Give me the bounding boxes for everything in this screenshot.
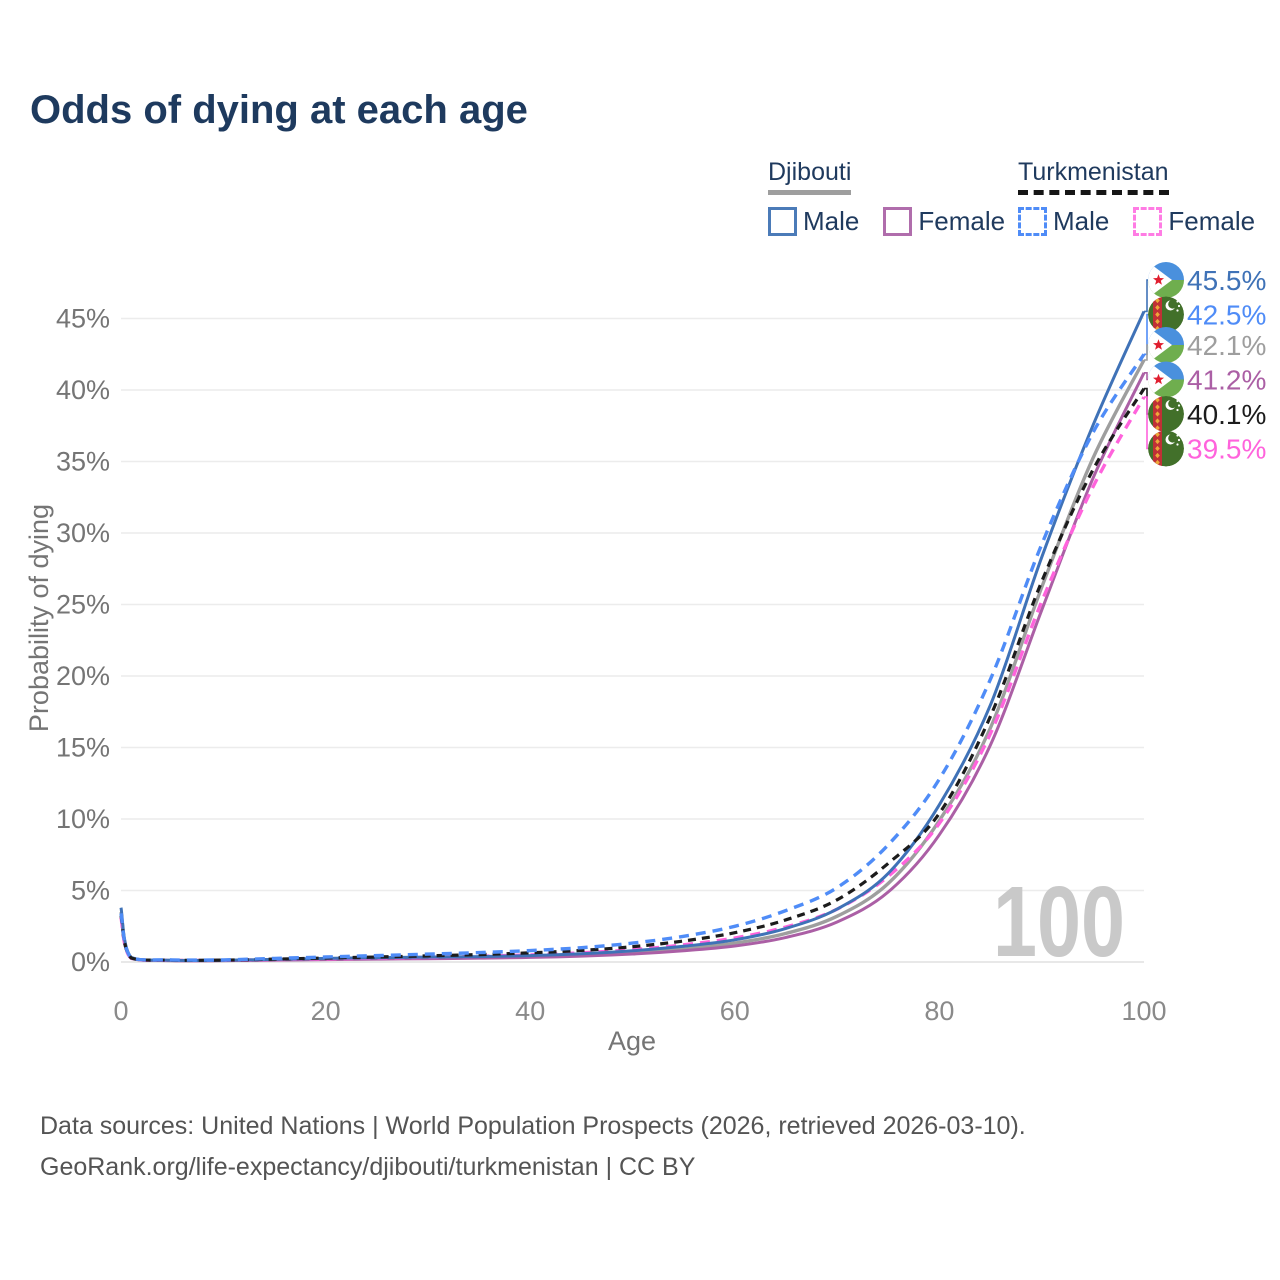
y-tick-label: 25% bbox=[56, 590, 110, 620]
end-label-connector bbox=[1144, 372, 1148, 381]
grid-layer: 0% 5% 10% 15% 20% 25% 30% 35% 40% 45% 0 20 40 60 80 100 bbox=[56, 304, 1167, 1027]
series-end-label-layer: 45.5% 42.5%42.1% 41.2%40.1% 39.5% bbox=[1144, 262, 1266, 467]
flag-icon-turkmenistan bbox=[1148, 430, 1184, 467]
series-end-label-djibouti-female: 41.2% bbox=[1187, 365, 1266, 396]
y-tick-label: 45% bbox=[56, 304, 110, 334]
legend-swatch-djibouti-female-icon bbox=[883, 207, 913, 236]
legend-item-turkmenistan-female[interactable]: Female bbox=[1133, 206, 1255, 237]
flag-icon-turkmenistan bbox=[1148, 296, 1184, 333]
legend-label-turkmenistan-male: Male bbox=[1053, 206, 1110, 236]
data-source-text: Data sources: United Nations | World Pop… bbox=[40, 1112, 1026, 1140]
x-tick-label: 0 bbox=[113, 996, 128, 1026]
legend-swatch-djibouti-male-icon bbox=[768, 207, 797, 236]
y-tick-label: 35% bbox=[56, 447, 110, 477]
series-line-turkmenistan-male[interactable] bbox=[119, 353, 1146, 962]
y-tick-label: 20% bbox=[56, 661, 110, 691]
legend-group-turkmenistan: Turkmenistan Male Female bbox=[1018, 158, 1255, 237]
y-tick-label: 5% bbox=[71, 876, 110, 906]
x-tick-label: 40 bbox=[515, 996, 545, 1026]
flag-icon-djibouti bbox=[1148, 262, 1184, 298]
x-tick-label: 80 bbox=[924, 996, 954, 1026]
y-tick-label: 0% bbox=[71, 947, 110, 977]
legend-country-turkmenistan[interactable]: Turkmenistan bbox=[1018, 158, 1169, 195]
legend-item-djibouti-male[interactable]: Male bbox=[768, 206, 859, 237]
flag-icon-djibouti bbox=[1148, 327, 1184, 363]
legend-country-djibouti[interactable]: Djibouti bbox=[768, 158, 852, 195]
series-end-label-djibouti-both: 42.1% bbox=[1187, 330, 1266, 361]
chart-legend: Djibouti Male Female Turkmenistan Male bbox=[0, 158, 1280, 248]
series-end-label-turkmenistan-female: 39.5% bbox=[1187, 434, 1266, 465]
legend-item-turkmenistan-male[interactable]: Male bbox=[1018, 206, 1109, 237]
legend-label-djibouti-male: Male bbox=[803, 206, 860, 236]
y-tick-label: 40% bbox=[56, 375, 110, 405]
legend-label-turkmenistan-female: Female bbox=[1168, 206, 1256, 236]
y-tick-label: 10% bbox=[56, 804, 110, 834]
series-line-turkmenistan-both[interactable] bbox=[119, 387, 1146, 962]
x-axis-title: Age bbox=[608, 1026, 656, 1056]
end-label-connector bbox=[1144, 313, 1148, 356]
x-tick-label: 100 bbox=[1121, 996, 1166, 1026]
end-label-connector bbox=[1144, 279, 1148, 313]
chart-footer: Data sources: United Nations | World Pop… bbox=[40, 1106, 1026, 1188]
series-layer bbox=[119, 310, 1146, 963]
y-tick-label: 30% bbox=[56, 518, 110, 548]
end-label-connector bbox=[1144, 344, 1148, 361]
source-link-text[interactable]: GeoRank.org/life-expectancy/djibouti/tur… bbox=[40, 1153, 696, 1181]
flag-icon-turkmenistan bbox=[1148, 396, 1184, 432]
x-tick-label: 20 bbox=[311, 996, 341, 1026]
y-tick-label: 15% bbox=[56, 733, 110, 763]
legend-swatch-turkmenistan-female-icon bbox=[1133, 207, 1163, 236]
legend-swatch-turkmenistan-male-icon bbox=[1018, 207, 1047, 236]
age-counter-watermark: 100 bbox=[993, 866, 1125, 978]
series-end-label-djibouti-male: 45.5% bbox=[1187, 265, 1266, 296]
legend-item-djibouti-female[interactable]: Female bbox=[883, 206, 1005, 237]
page-title: Odds of dying at each age bbox=[30, 88, 528, 132]
series-end-label-turkmenistan-male: 42.5% bbox=[1187, 300, 1266, 331]
legend-label-djibouti-female: Female bbox=[918, 206, 1006, 236]
series-line-djibouti-both[interactable] bbox=[119, 359, 1146, 963]
series-end-label-turkmenistan-both: 40.1% bbox=[1187, 399, 1266, 430]
legend-group-djibouti: Djibouti Male Female bbox=[768, 158, 1005, 237]
x-tick-label: 60 bbox=[720, 996, 750, 1026]
flag-icon-djibouti bbox=[1148, 361, 1184, 398]
end-label-connector bbox=[1144, 396, 1148, 450]
series-line-djibouti-male[interactable] bbox=[119, 310, 1146, 963]
y-axis-title: Probability of dying bbox=[24, 504, 54, 732]
